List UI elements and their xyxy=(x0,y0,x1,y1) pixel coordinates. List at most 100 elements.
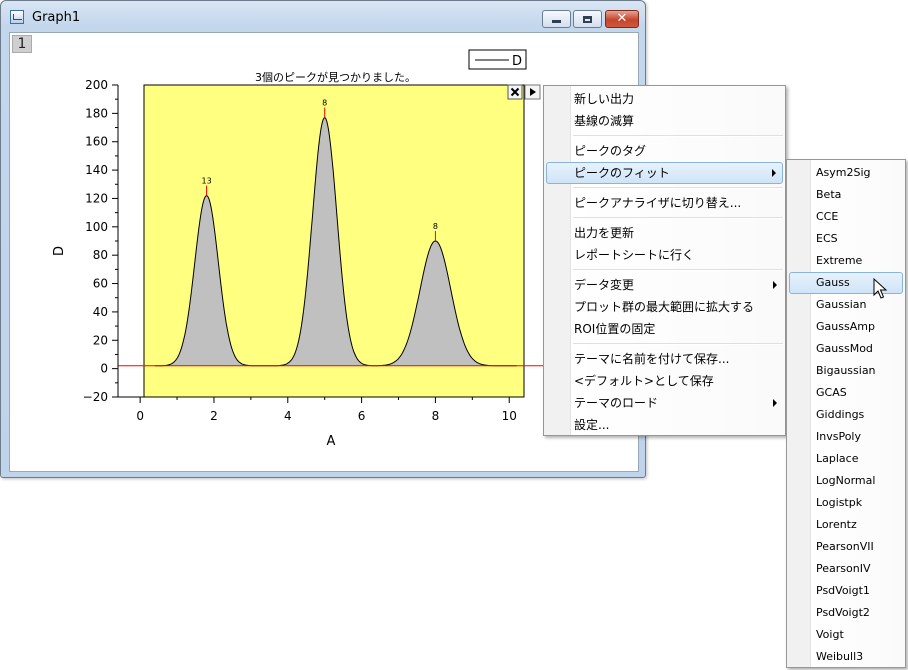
submenu-item[interactable]: LogNormal xyxy=(816,474,876,487)
menu-separator xyxy=(573,135,783,137)
menu-separator xyxy=(573,217,783,219)
menu-fix-roi-position[interactable]: ROI位置の固定 xyxy=(574,322,656,336)
submenu-item[interactable]: Giddings xyxy=(816,408,865,421)
y-tick-label: 200 xyxy=(85,78,108,92)
y-tick-label: 40 xyxy=(93,305,108,319)
peak-areas xyxy=(168,117,485,366)
peak-label-1[interactable]: 13 xyxy=(201,177,211,186)
window-title: Graph1 xyxy=(32,10,81,25)
minimize-icon xyxy=(552,20,561,23)
submenu-item[interactable]: PsdVoigt1 xyxy=(816,584,870,597)
maximize-icon xyxy=(583,15,592,23)
y-tick-label: 120 xyxy=(85,191,108,205)
peak-label-3[interactable]: 8 xyxy=(433,222,438,231)
graph-page[interactable]: 1 D 3個のピークが見つかりました。 13 8 8 0 2 4 6 8 10 −20 0 20 4… xyxy=(9,32,639,472)
y-axis-ticks: −20 0 20 40 60 80 100 120 140 160 180 200 xyxy=(83,78,118,404)
triangle-right-icon xyxy=(530,88,536,96)
y-tick-label: 100 xyxy=(85,220,108,234)
submenu-arrow-icon xyxy=(773,281,777,289)
legend[interactable]: D xyxy=(468,49,527,70)
x-tick-label: 4 xyxy=(284,409,292,423)
data-curve-D[interactable] xyxy=(154,117,517,367)
x-tick-label: 0 xyxy=(136,409,144,423)
menu-load-theme[interactable]: テーマのロード xyxy=(546,392,783,414)
menu-load-theme-label: テーマのロード xyxy=(574,396,659,410)
submenu-item[interactable]: Bigaussian xyxy=(816,364,876,377)
menu-settings[interactable]: 設定... xyxy=(574,418,610,432)
submenu-item[interactable]: GaussAmp xyxy=(816,320,875,333)
close-button[interactable]: ✕ xyxy=(605,10,639,28)
submenu-item[interactable]: PearsonIV xyxy=(816,562,871,575)
peak-area-2 xyxy=(285,117,364,366)
menu-update-output[interactable]: 出力を更新 xyxy=(574,226,635,240)
submenu-item[interactable]: PsdVoigt2 xyxy=(816,606,870,619)
menu-fit-peaks[interactable]: ピークのフィット xyxy=(546,162,783,184)
x-tick-label: 10 xyxy=(502,409,517,423)
peak-label-2[interactable]: 8 xyxy=(322,99,327,108)
submenu-item[interactable]: Asym2Sig xyxy=(816,166,871,179)
menu-go-to-report-sheet[interactable]: レポートシートに行く xyxy=(574,248,695,262)
submenu-item[interactable]: Weibull3 xyxy=(816,650,864,663)
gadget-menu-button[interactable] xyxy=(524,84,541,100)
y-tick-label: −20 xyxy=(83,390,108,404)
mouse-pointer-icon xyxy=(873,278,888,299)
submenu-item[interactable]: Voigt xyxy=(816,628,844,641)
menu-subtract-baseline[interactable]: 基線の減算 xyxy=(574,114,635,128)
x-tick-label: 8 xyxy=(432,409,440,423)
submenu-item[interactable]: Beta xyxy=(816,188,842,201)
submenu-item[interactable]: Extreme xyxy=(816,254,863,267)
layer-number-badge[interactable]: 1 xyxy=(12,35,32,53)
fit-function-submenu: Asym2Sig Beta CCE ECS Extreme Gauss Gaus… xyxy=(786,159,906,668)
y-tick-label: 80 xyxy=(93,248,108,262)
gadget-close-button[interactable] xyxy=(507,84,523,100)
menu-save-theme-as[interactable]: テーマに名前を付けて保存... xyxy=(574,352,730,366)
submenu-item[interactable]: GCAS xyxy=(816,386,847,399)
submenu-item[interactable]: CCE xyxy=(816,210,839,223)
menu-change-data[interactable]: データ変更 xyxy=(546,274,783,296)
close-x-icon xyxy=(510,87,520,97)
submenu-item[interactable]: Gaussian xyxy=(816,298,867,311)
x-tick-label: 2 xyxy=(210,409,218,423)
y-tick-label: 60 xyxy=(93,277,108,291)
menu-new-output[interactable]: 新しい出力 xyxy=(574,92,635,106)
y-tick-label: 0 xyxy=(100,362,108,376)
peak-gadget-context-menu: 新しい出力 基線の減算 ピークのタグ ピークのフィット ピークアナライザに切り替… xyxy=(543,85,786,436)
peak-area-3 xyxy=(385,241,485,366)
peaks-found-note[interactable]: 3個のピークが見つかりました。 xyxy=(255,70,416,84)
menu-switch-to-peak-analyzer[interactable]: ピークアナライザに切り替え... xyxy=(574,196,742,210)
minimize-button[interactable] xyxy=(542,10,571,28)
submenu-item[interactable]: Lorentz xyxy=(816,518,857,531)
submenu-item[interactable]: ECS xyxy=(816,232,838,245)
legend-label: D xyxy=(512,54,522,69)
menu-separator xyxy=(573,343,783,345)
y-tick-label: 140 xyxy=(85,163,108,177)
menu-save-as-default[interactable]: <デフォルト>として保存 xyxy=(574,374,714,388)
y-tick-label: 20 xyxy=(93,333,108,347)
submenu-item[interactable]: GaussMod xyxy=(816,342,873,355)
y-tick-label: 180 xyxy=(85,106,108,120)
maximize-button[interactable] xyxy=(573,10,602,28)
graph-canvas[interactable]: D 3個のピークが見つかりました。 13 8 8 0 2 4 6 8 10 −20 0 20 40 6… xyxy=(10,33,638,471)
x-tick-label: 6 xyxy=(358,409,366,423)
close-icon: ✕ xyxy=(616,11,628,26)
menu-tag-peaks[interactable]: ピークのタグ xyxy=(574,144,647,158)
submenu-item[interactable]: PearsonVII xyxy=(816,540,874,553)
menu-fit-peaks-label: ピークのフィット xyxy=(574,166,670,180)
x-axis-ticks: 0 2 4 6 8 10 xyxy=(136,397,517,423)
menu-separator xyxy=(573,269,783,271)
menu-change-data-label: データ変更 xyxy=(574,278,635,292)
y-tick-label: 160 xyxy=(85,135,108,149)
peak-markers: 13 8 8 xyxy=(201,99,438,241)
submenu-item[interactable]: InvsPoly xyxy=(816,430,861,443)
peak-area-1 xyxy=(168,195,245,366)
y-axis-title[interactable]: D xyxy=(52,246,67,256)
submenu-arrow-icon xyxy=(772,169,776,177)
menu-expand-to-full-range[interactable]: プロット群の最大範囲に拡大する xyxy=(574,300,755,314)
menu-separator xyxy=(573,187,783,189)
graph-window-icon[interactable] xyxy=(10,10,24,24)
x-axis-title[interactable]: A xyxy=(327,434,336,449)
submenu-item[interactable]: Logistpk xyxy=(816,496,863,509)
submenu-arrow-icon xyxy=(773,399,777,407)
submenu-item[interactable]: Laplace xyxy=(816,452,859,465)
